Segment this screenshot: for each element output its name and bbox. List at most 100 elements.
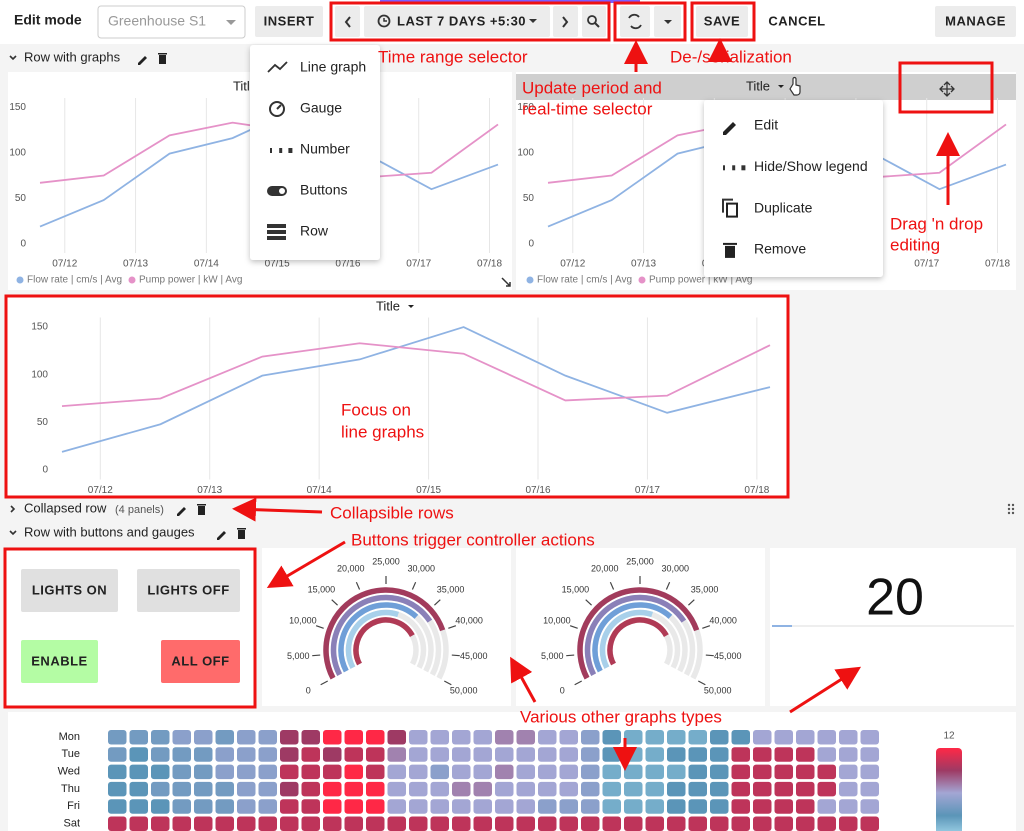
- heatmap-cell: [495, 799, 514, 814]
- mode-label: Edit mode: [14, 12, 82, 28]
- heatmap-cell: [108, 799, 127, 814]
- cancel-label: CANCEL: [768, 13, 825, 28]
- heatmap-cell: [430, 730, 449, 745]
- heatmap-cell: [452, 799, 471, 814]
- heatmap-row-label: Wed: [58, 766, 80, 778]
- time-range-button[interactable]: [364, 6, 550, 37]
- heatmap-cell: [495, 764, 514, 780]
- gauge-tick-label: 50,000: [450, 686, 478, 696]
- heatmap-cell: [516, 781, 535, 797]
- dashboard-select[interactable]: [97, 5, 246, 39]
- action-button[interactable]: [21, 569, 118, 612]
- heatmap-cell: [258, 799, 277, 814]
- heatmap-cell: [860, 747, 879, 762]
- legend-label: Flow rate | cm/s | Avg: [537, 275, 632, 286]
- heatmap-cell: [366, 781, 385, 797]
- menu-item-label: Buttons: [300, 182, 347, 198]
- gauge-tick: [443, 680, 452, 686]
- heatmap-cell: [688, 730, 707, 745]
- gauge-tick: [609, 581, 615, 590]
- gauge-tick: [434, 599, 441, 606]
- legend-label: Flow rate | cm/s | Avg: [27, 275, 122, 286]
- zoom-handle: [594, 22, 600, 28]
- row-icon: [267, 224, 286, 228]
- heatmap-cell: [258, 816, 277, 831]
- action-button[interactable]: [161, 640, 240, 683]
- annotation: line graphs: [341, 422, 424, 441]
- menu-item-label: Hide/Show legend: [754, 158, 868, 174]
- heatmap-cell: [559, 781, 578, 797]
- number-icon: [723, 165, 725, 171]
- manage-button[interactable]: [935, 6, 1016, 37]
- gauge-tick-label: 15,000: [562, 585, 590, 595]
- heatmap-cell: [258, 747, 277, 762]
- heatmap-cell: [667, 747, 686, 762]
- heatmap-cell: [237, 816, 256, 831]
- y-tick-label: 0: [42, 465, 48, 476]
- action-button-label: ENABLE: [31, 653, 87, 668]
- gauge-arc: [353, 617, 415, 666]
- refresh-button[interactable]: [620, 6, 650, 37]
- row-title: Row with graphs: [24, 49, 121, 64]
- heatmap-cell: [817, 764, 836, 780]
- heatmap-cell: [839, 747, 858, 762]
- y-tick-label: 0: [528, 239, 534, 250]
- heatmap-cell: [172, 747, 191, 762]
- drag-handle-dot: [1007, 503, 1011, 507]
- action-button-label: ALL OFF: [171, 653, 229, 668]
- heatmap-cell: [538, 747, 557, 762]
- heatmap-cell: [301, 799, 320, 814]
- heatmap-cell: [387, 764, 406, 780]
- gauge-tick-label: 30,000: [661, 564, 689, 574]
- heatmap-cell: [301, 816, 320, 831]
- gauge-icon: [269, 101, 285, 117]
- gauge-tick: [688, 599, 695, 606]
- heatmap-cell: [129, 764, 148, 780]
- heatmap-cell: [237, 781, 256, 797]
- gauge-tick: [665, 581, 671, 590]
- x-tick-label: 07/13: [123, 259, 148, 270]
- heatmap-cell: [452, 730, 471, 745]
- delete-icon: [725, 245, 735, 258]
- gauge-arc: [338, 602, 419, 673]
- caret: [529, 19, 537, 23]
- heatmap-cell: [473, 816, 492, 831]
- heatmap-cell: [645, 781, 664, 797]
- number-value: 20: [866, 569, 924, 627]
- zoom-button[interactable]: [582, 6, 606, 37]
- move-icon: [939, 81, 955, 97]
- gauge-tick-label: 25,000: [372, 556, 400, 566]
- heatmap-cell: [839, 730, 858, 745]
- heatmap-cell: [430, 764, 449, 780]
- insert-button[interactable]: [255, 6, 323, 37]
- heatmap-cell: [624, 730, 643, 745]
- heatmap-cell: [860, 781, 879, 797]
- action-button[interactable]: [21, 640, 98, 683]
- heatmap-cell: [516, 799, 535, 814]
- delete-icon: [238, 530, 245, 539]
- edit-icon: [723, 122, 736, 135]
- caret: [664, 20, 672, 24]
- heatmap-cell: [172, 781, 191, 797]
- gauge-tick: [569, 625, 578, 629]
- heatmap-cell: [473, 781, 492, 797]
- panel-title-bar: [516, 74, 1016, 100]
- insert-menu: [250, 45, 380, 260]
- gauge-tick-label: 30,000: [407, 564, 435, 574]
- heatmap-cell: [645, 747, 664, 762]
- heatmap-cell: [817, 799, 836, 814]
- x-tick-label: 07/12: [52, 259, 77, 270]
- heatmap-cell: [710, 816, 729, 831]
- heatmap-cell: [151, 799, 170, 814]
- action-button[interactable]: [137, 569, 240, 612]
- save-button[interactable]: [696, 6, 748, 37]
- heatmap-cell: [796, 764, 815, 780]
- gauge-tick-label: 5,000: [287, 651, 310, 661]
- heatmap-cell: [710, 799, 729, 814]
- heatmap-cell: [172, 799, 191, 814]
- drag-handle-dot: [1011, 507, 1015, 511]
- gauge-tick: [448, 625, 457, 629]
- heatmap-cell: [516, 730, 535, 745]
- gauge-tick: [315, 625, 324, 629]
- annotation: editing: [890, 235, 940, 254]
